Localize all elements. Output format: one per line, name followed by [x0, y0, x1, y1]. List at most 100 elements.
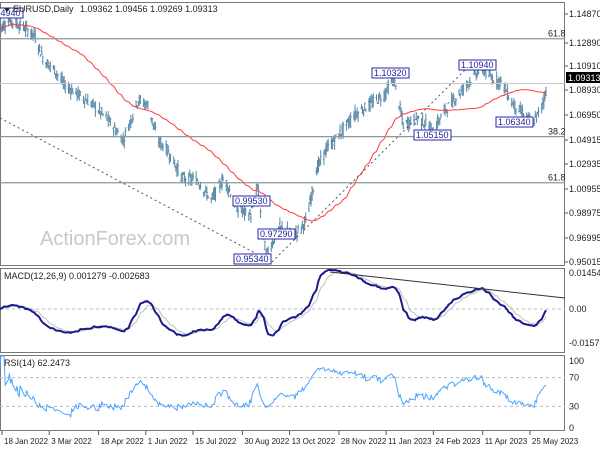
- y-tick-label: 0.95015: [569, 257, 600, 267]
- price-bar: [354, 104, 356, 123]
- price-bar: [177, 159, 179, 177]
- price-bar: [154, 121, 157, 131]
- price-bar: [167, 145, 170, 154]
- price-bar: [56, 73, 59, 82]
- price-bar: [452, 92, 455, 102]
- price-bar: [55, 70, 58, 81]
- pivot-label-box: [371, 67, 410, 79]
- price-bar: [183, 171, 186, 183]
- price-bar: [421, 113, 424, 127]
- x-tick-label: 30 Aug 2022: [244, 437, 289, 446]
- price-bar: [127, 123, 130, 132]
- pivot-label: 1.10320: [374, 68, 407, 78]
- macd-trendline: [329, 271, 566, 299]
- price-bar: [99, 110, 102, 120]
- price-bar: [506, 83, 509, 102]
- pivot-label-box: [413, 129, 452, 141]
- pivot-label-box: [233, 253, 272, 265]
- price-bar: [491, 73, 494, 85]
- price-bar: [41, 55, 44, 65]
- y-tick-label: 1.10910: [569, 61, 600, 71]
- price-bar: [71, 88, 74, 95]
- price-bar: [447, 102, 450, 104]
- symbol-label: EURUSD,Daily: [13, 4, 74, 14]
- y-tick-label: 1.06950: [569, 110, 600, 120]
- price-bar: [311, 186, 314, 201]
- price-bar: [364, 108, 367, 112]
- price-bar: [229, 194, 232, 198]
- x-tick-label: 3 Mar 2022: [51, 437, 92, 446]
- price-bar: [510, 97, 513, 108]
- x-tick-label: 13 Oct 2022: [292, 437, 336, 446]
- y-tick-label: 1.12890: [569, 38, 600, 48]
- x-tick-label: 11 Jan 2023: [388, 437, 432, 446]
- price-bar: [399, 100, 402, 113]
- pivot-label: 1.10940: [461, 60, 494, 70]
- price-bar: [150, 117, 153, 122]
- price-bar: [499, 76, 502, 85]
- rsi-y-tick-label: 30: [569, 401, 579, 411]
- price-bar: [161, 143, 164, 152]
- price-bar: [312, 188, 315, 195]
- y-tick-label: 1.00955: [569, 184, 600, 194]
- price-bar: [515, 108, 517, 116]
- price-bar: [109, 117, 112, 126]
- pivot-label-box: [458, 59, 497, 71]
- price-bar: [394, 84, 397, 91]
- price-bar: [184, 177, 187, 187]
- x-tick-label: 11 Apr 2023: [485, 437, 528, 446]
- price-bar: [545, 86, 547, 97]
- price-bar: [192, 171, 194, 181]
- rsi-y-tick-label: 70: [569, 373, 579, 383]
- price-bar: [98, 102, 101, 115]
- price-bar: [307, 202, 310, 213]
- price-bar: [70, 84, 73, 95]
- price-bar: [34, 29, 37, 44]
- price-bar: [100, 106, 103, 115]
- price-bar: [462, 83, 465, 96]
- price-bar: [196, 177, 199, 182]
- x-tick-label: 24 Feb 2023: [435, 437, 480, 446]
- axis-layer: 1.14870 1.12890 1.10910 1.08930 1.06950 1.049…: [1, 9, 600, 446]
- x-tick-label: 1 Jun 2022: [148, 437, 188, 446]
- price-bar: [438, 118, 441, 126]
- y-tick-label: 1.08930: [569, 85, 600, 95]
- price-bar: [535, 113, 538, 123]
- price-bar: [247, 212, 250, 222]
- price-bar: [362, 109, 365, 117]
- price-bar: [226, 182, 229, 195]
- pivot-label: 1.06340: [498, 117, 531, 127]
- price-bar: [513, 100, 516, 115]
- pivot-label: 0.99530: [235, 196, 268, 206]
- price-bar: [11, 22, 14, 29]
- price-bar: [101, 113, 104, 117]
- y-tick-label: 0.98975: [569, 208, 600, 218]
- price-bar: [86, 93, 89, 106]
- rsi-layer: 100 70 30 0: [0, 355, 584, 433]
- price-bar: [131, 113, 134, 123]
- fib-level-label: 61.8: [548, 173, 566, 183]
- price-bar: [369, 96, 371, 113]
- dropdown-arrow-icon[interactable]: [4, 8, 10, 12]
- price-bar: [225, 179, 228, 192]
- y-tick-label: 1.04915: [569, 135, 600, 145]
- price-bar: [507, 95, 510, 100]
- watermark: ActionForex.com: [40, 228, 190, 250]
- macd-y-tick-label: -0.015712: [569, 338, 600, 348]
- price-bar: [439, 113, 442, 119]
- price-bar: [115, 127, 118, 136]
- price-bar: [357, 111, 360, 123]
- price-bar: [151, 117, 154, 126]
- label-layer: 1.14940 0.99530 0.97290 0.95340 1.10320 1.051…: [0, 7, 534, 265]
- price-bar: [94, 101, 97, 117]
- price-bar: [414, 122, 417, 125]
- price-bar: [124, 127, 127, 138]
- pivot-label-box: [232, 195, 271, 207]
- pivot-label: 0.97290: [260, 229, 293, 239]
- y-tick-label: 1.02935: [569, 159, 600, 169]
- price-bar: [281, 221, 284, 230]
- price-bar: [430, 123, 433, 130]
- price-bar: [249, 212, 252, 223]
- macd-y-tick-label: 0.00: [569, 304, 587, 314]
- price-bar: [207, 195, 209, 199]
